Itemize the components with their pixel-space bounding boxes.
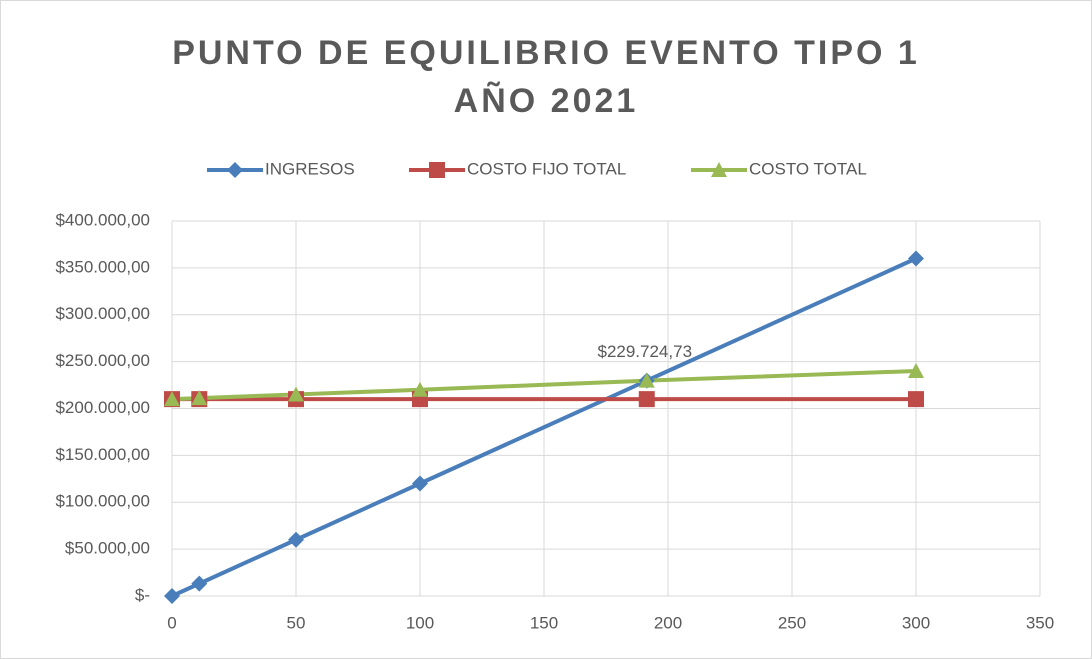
- marker: [191, 390, 208, 406]
- y-tick-label: $350.000,00: [55, 257, 150, 276]
- y-tick-label: $250.000,00: [55, 351, 150, 370]
- data-label: $229.724,73: [597, 342, 692, 361]
- marker: [412, 475, 428, 492]
- marker: [908, 391, 924, 408]
- marker: [908, 250, 924, 267]
- x-tick-label: 250: [778, 613, 806, 632]
- y-tick-label: $300.000,00: [55, 304, 150, 323]
- y-tick-label: $200.000,00: [55, 398, 150, 417]
- y-tick-label: $150.000,00: [55, 445, 150, 464]
- marker: [288, 386, 304, 402]
- y-tick-label: $400.000,00: [55, 210, 150, 229]
- marker: [164, 391, 180, 407]
- chart-title: AÑO 2021: [454, 82, 639, 120]
- marker: [288, 531, 304, 548]
- marker: [412, 381, 428, 397]
- legend-label: COSTO FIJO TOTAL: [467, 159, 626, 178]
- legend-label: COSTO TOTAL: [749, 159, 867, 178]
- x-tick-label: 300: [902, 613, 930, 632]
- x-tick-label: 150: [530, 613, 558, 632]
- marker: [429, 162, 445, 178]
- chart-title: PUNTO DE EQUILIBRIO EVENTO TIPO 1: [172, 34, 920, 72]
- x-tick-label: 100: [406, 613, 434, 632]
- marker: [908, 363, 924, 378]
- marker: [711, 162, 727, 177]
- y-tick-label: $-: [135, 585, 150, 604]
- x-tick-label: 50: [287, 613, 306, 632]
- legend-label: INGRESOS: [265, 159, 355, 178]
- y-tick-label: $50.000,00: [65, 539, 150, 558]
- marker: [638, 372, 655, 388]
- marker: [638, 391, 655, 408]
- x-tick-label: 200: [654, 613, 682, 632]
- marker: [227, 162, 243, 178]
- marker: [191, 575, 208, 592]
- x-tick-label: 0: [167, 613, 176, 632]
- marker: [164, 588, 180, 604]
- y-tick-label: $100.000,00: [55, 492, 150, 511]
- x-tick-label: 350: [1026, 613, 1054, 632]
